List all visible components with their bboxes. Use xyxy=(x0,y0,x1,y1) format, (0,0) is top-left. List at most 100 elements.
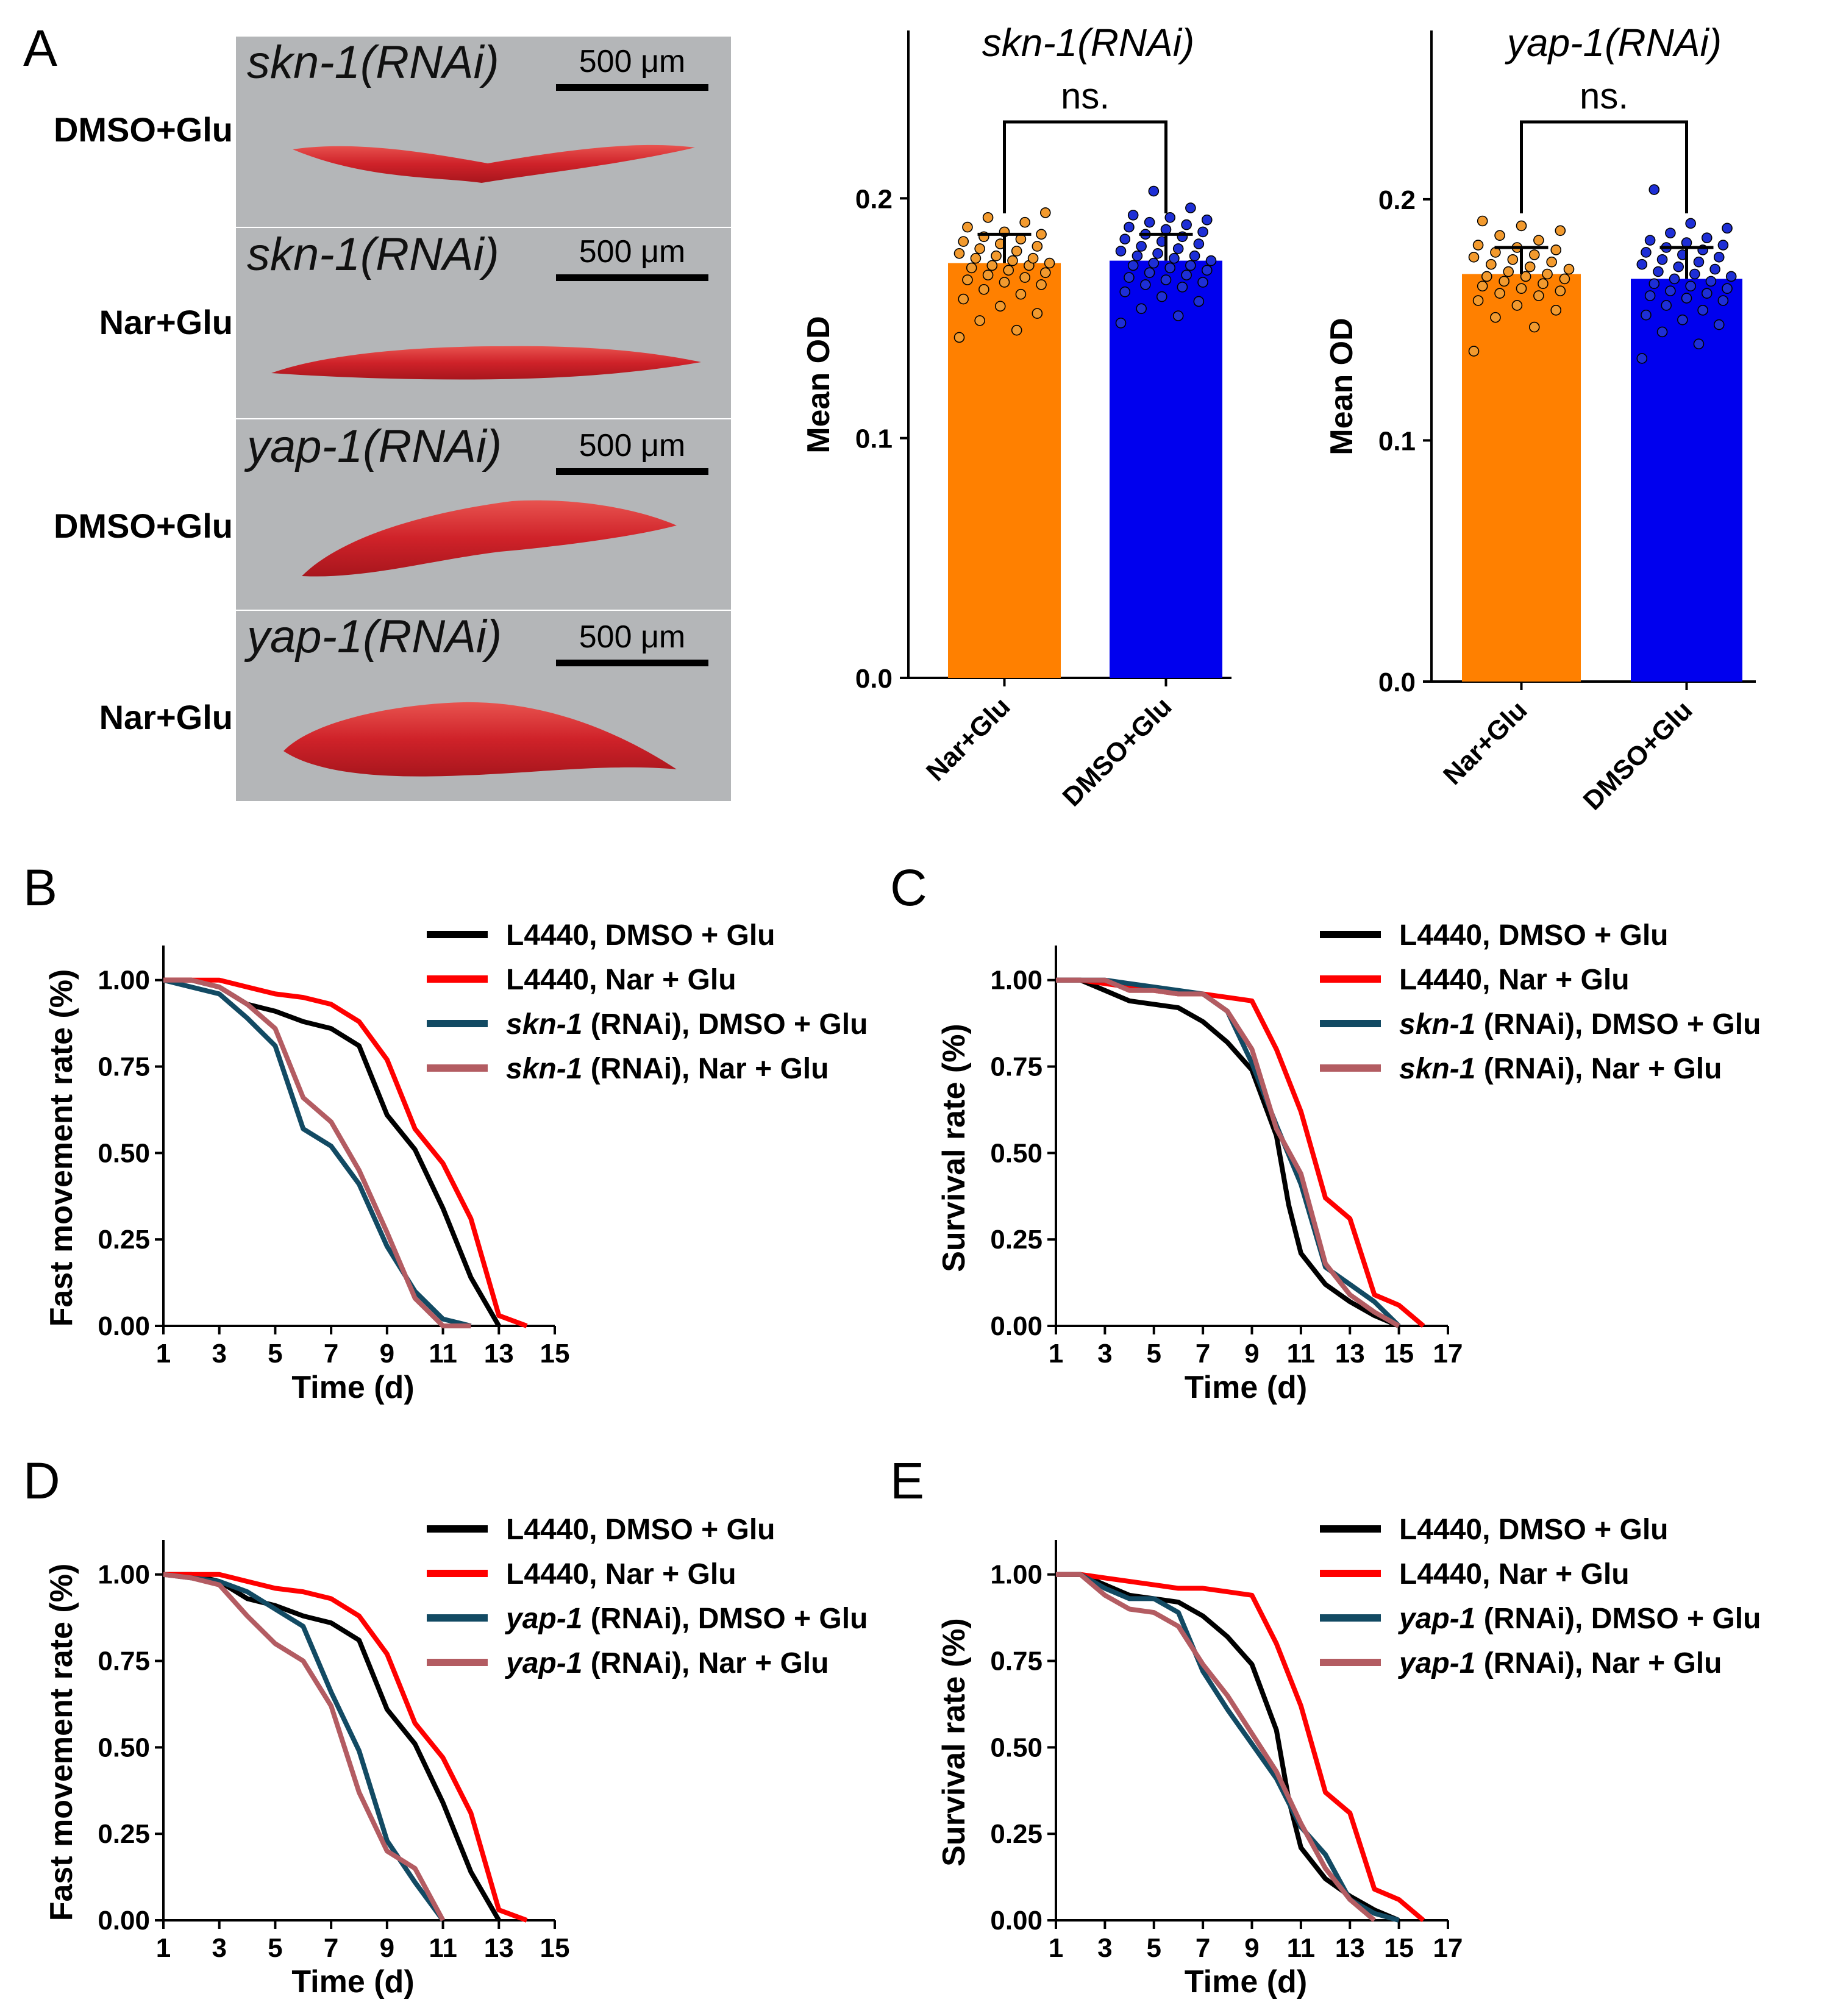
series-line xyxy=(1056,1572,1376,1923)
legend-label: L4440, Nar + Glu xyxy=(506,1558,736,1590)
x-tick-label: 11 xyxy=(1287,1933,1316,1963)
micrograph-background xyxy=(236,37,731,227)
y-tick-label: 0.25 xyxy=(990,1819,1043,1849)
data-point xyxy=(1044,257,1055,269)
data-point xyxy=(1189,250,1200,262)
series-line xyxy=(163,977,472,1328)
data-point xyxy=(1486,258,1497,270)
data-point xyxy=(1656,254,1668,265)
y-tick-label: 0.25 xyxy=(98,1819,150,1849)
data-point xyxy=(1656,326,1668,338)
x-tick-label: DMSO+Glu xyxy=(1057,691,1178,812)
scale-bar-label: 500 μm xyxy=(579,44,685,79)
x-tick-label: 3 xyxy=(212,1933,226,1963)
data-point xyxy=(1015,288,1027,300)
x-tick-label: Nar+Glu xyxy=(921,691,1016,787)
data-point xyxy=(1559,273,1570,285)
data-point xyxy=(1693,338,1705,350)
data-point xyxy=(1722,223,1733,234)
micrograph-tile: skn-1(RNAi) 500 μm DMSO+Glu xyxy=(54,37,731,227)
data-point xyxy=(1011,324,1022,336)
legend-label: skn-1 (RNAi), Nar + Glu xyxy=(506,1053,829,1085)
legend-text: (RNAi), DMSO + Glu xyxy=(582,1603,868,1635)
micrograph-column: skn-1(RNAi) 500 μm DMSO+Glu skn-1(RNAi) … xyxy=(54,37,731,801)
y-axis-title: Fast movement rate (%) xyxy=(44,1564,79,1922)
worm-image xyxy=(283,702,677,777)
data-point xyxy=(1665,227,1676,239)
condition-label: DMSO+Glu xyxy=(54,110,233,149)
legend-gene: yap-1 xyxy=(505,1603,582,1635)
data-point xyxy=(1713,252,1725,263)
data-point xyxy=(1499,276,1509,287)
legend-text: (RNAi), Nar + Glu xyxy=(582,1053,829,1085)
data-point xyxy=(1490,312,1501,323)
data-point xyxy=(1538,278,1549,290)
x-tick-label: 13 xyxy=(1335,1339,1365,1369)
data-point xyxy=(1528,249,1540,260)
x-axis-title: Time (d) xyxy=(1185,1370,1307,1405)
data-point xyxy=(1003,265,1014,276)
x-tick-label: 9 xyxy=(380,1339,394,1369)
x-tick-label: 5 xyxy=(268,1933,282,1963)
series-line xyxy=(163,977,471,1328)
data-point xyxy=(1036,229,1047,240)
x-tick-label: 11 xyxy=(429,1933,457,1963)
data-point xyxy=(1477,280,1488,292)
x-axis-title: Time (d) xyxy=(291,1370,414,1405)
data-point xyxy=(1648,184,1660,195)
data-point xyxy=(1036,279,1047,290)
scale-bar-label: 500 μm xyxy=(579,234,685,269)
x-tick-label: 9 xyxy=(1244,1339,1259,1369)
data-point xyxy=(1185,202,1196,213)
scale-bar xyxy=(556,84,708,91)
x-tick-label: 13 xyxy=(1335,1933,1365,1963)
legend-label: L4440, Nar + Glu xyxy=(1399,1558,1630,1590)
data-point xyxy=(1685,280,1696,292)
data-point xyxy=(1007,255,1018,266)
data-point xyxy=(1669,273,1680,285)
legend-text: (RNAi), DMSO + Glu xyxy=(1475,1603,1761,1635)
data-point xyxy=(994,301,1006,312)
bar-chart-yap1: yap-1(RNAi) 0.0 0.1 0.2 Mean OD Nar+Glu DMSO+G… xyxy=(1324,21,1756,816)
data-point xyxy=(1027,252,1039,264)
data-point xyxy=(1144,267,1155,279)
legend-gene: yap-1 xyxy=(1398,1603,1475,1635)
data-point xyxy=(1636,353,1648,364)
x-tick-label: 3 xyxy=(1097,1933,1112,1963)
x-axis-title: Time (d) xyxy=(291,1964,414,2000)
data-point xyxy=(1019,272,1030,283)
bar-chart-skn1: skn-1(RNAi) 0.0 0.1 0.2 Mean OD Nar+Glu DMSO+G… xyxy=(801,21,1231,812)
data-point xyxy=(1550,244,1562,255)
data-point xyxy=(1119,233,1131,245)
panel-label-c: C xyxy=(890,859,927,916)
legend-text: L4440, DMSO + Glu xyxy=(1399,1514,1668,1546)
legend-label: yap-1 (RNAi), Nar + Glu xyxy=(1398,1647,1722,1679)
y-tick-label: 0.25 xyxy=(98,1225,150,1255)
x-tick-label: 7 xyxy=(324,1933,338,1963)
data-point xyxy=(970,252,982,264)
series-line xyxy=(1056,1572,1400,1923)
y-tick-label: 0.0 xyxy=(1378,668,1416,697)
y-tick-label: 0.50 xyxy=(990,1138,1043,1168)
scale-bar xyxy=(556,468,708,475)
y-tick-label: 1.00 xyxy=(990,966,1043,996)
data-point xyxy=(1705,276,1717,287)
data-point xyxy=(1701,232,1713,243)
micrograph-title: yap-1(RNAi) xyxy=(244,611,502,663)
legend-text: (RNAi), DMSO + Glu xyxy=(582,1008,868,1041)
x-tick-label: 11 xyxy=(1287,1339,1316,1369)
data-point xyxy=(1516,283,1527,294)
data-point xyxy=(986,260,998,271)
data-point xyxy=(1164,262,1176,274)
series-line xyxy=(163,1572,501,1922)
y-tick-label: 0.2 xyxy=(855,184,893,214)
data-point xyxy=(974,315,985,326)
significance-bracket xyxy=(1520,120,1688,213)
data-point xyxy=(1644,290,1656,301)
data-point xyxy=(1127,260,1139,271)
legend-text: L4440, DMSO + Glu xyxy=(1399,919,1668,952)
micrograph-title: skn-1(RNAi) xyxy=(247,37,499,88)
